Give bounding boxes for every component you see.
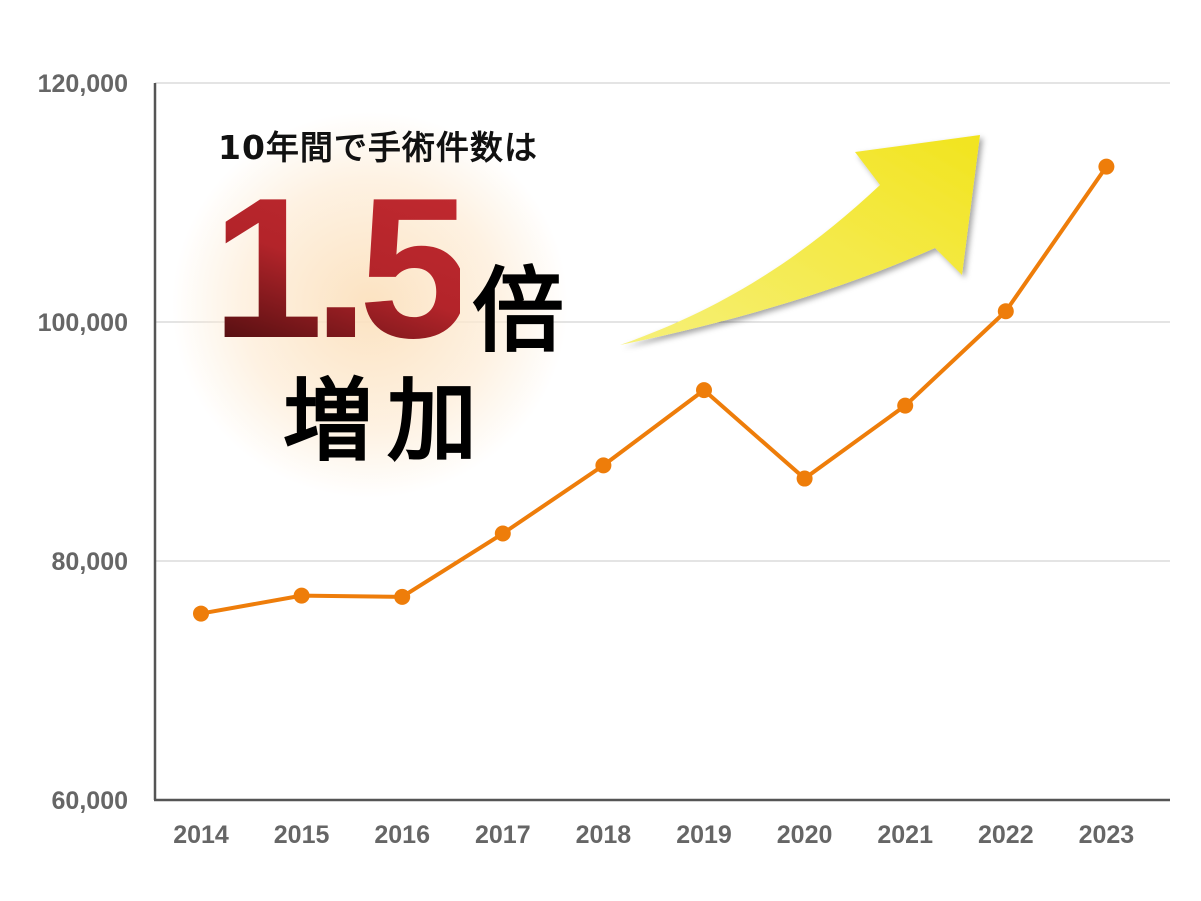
x-tick-label: 2022 xyxy=(978,821,1034,849)
annotation-suffix: 増加 xyxy=(283,369,491,474)
y-tick-label: 60,000 xyxy=(52,787,128,815)
data-point xyxy=(394,588,411,605)
data-point xyxy=(193,605,209,622)
x-tick-label: 2017 xyxy=(475,821,531,849)
data-point xyxy=(595,457,612,474)
x-tick-label: 2014 xyxy=(173,821,229,849)
y-tick-label: 100,000 xyxy=(38,309,128,337)
x-tick-label: 2023 xyxy=(1079,821,1135,849)
x-tick-label: 2018 xyxy=(576,821,632,849)
data-point xyxy=(293,587,310,604)
highlight-glow xyxy=(170,110,570,500)
x-tick-label: 2021 xyxy=(877,821,933,849)
data-point xyxy=(997,303,1014,320)
y-tick-label: 120,000 xyxy=(38,70,128,98)
y-tick-label: 80,000 xyxy=(52,548,128,576)
x-tick-label: 2020 xyxy=(777,821,833,849)
data-point xyxy=(796,470,813,487)
annotation-unit: 倍 xyxy=(472,258,565,365)
data-point xyxy=(1098,158,1115,175)
data-point xyxy=(897,397,914,414)
annotation-big-number: 1.5 xyxy=(212,157,470,380)
data-point xyxy=(696,382,712,399)
annotation-subtitle: 10年間で手術件数は xyxy=(218,128,538,167)
data-point xyxy=(494,525,511,542)
x-tick-label: 2015 xyxy=(274,821,330,849)
x-tick-label: 2019 xyxy=(676,821,732,849)
x-tick-label: 2016 xyxy=(374,821,430,849)
series-line xyxy=(200,165,1109,616)
